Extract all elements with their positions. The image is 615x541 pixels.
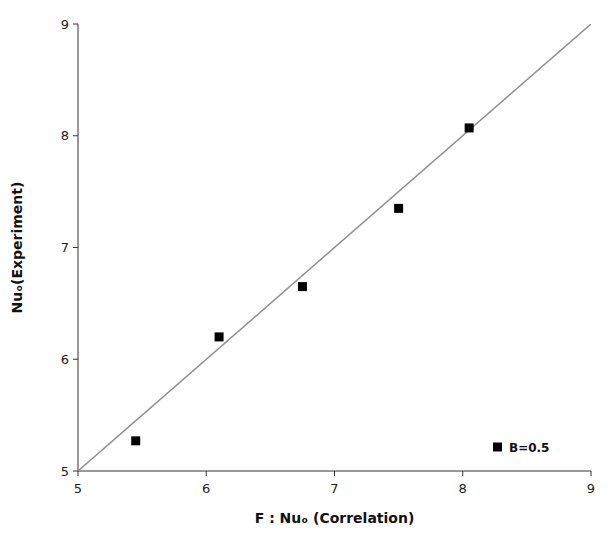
legend: B=0.5 <box>493 441 549 455</box>
x-tick <box>462 471 463 476</box>
legend-label: B=0.5 <box>509 441 549 455</box>
y-tick <box>73 247 78 248</box>
scatter-point <box>465 123 474 132</box>
x-tick-label: 8 <box>459 481 467 496</box>
y-tick-label: 8 <box>61 128 69 143</box>
y-tick-label: 6 <box>61 352 69 367</box>
x-tick-label: 5 <box>74 481 82 496</box>
y-tick-label: 5 <box>61 464 69 479</box>
scatter-point <box>394 204 403 213</box>
scatter-point <box>131 436 140 445</box>
reference-line <box>78 24 591 471</box>
background <box>0 0 615 541</box>
scatter-point <box>215 332 224 341</box>
x-axis-label: F : Nuₒ (Correlation) <box>255 510 415 526</box>
axes: 5 6 7 8 9 5 6 7 8 9 <box>61 17 595 497</box>
y-tick-label: 7 <box>61 240 69 255</box>
legend-marker <box>493 443 502 452</box>
x-tick-label: 9 <box>587 481 595 496</box>
x-tick <box>206 471 207 476</box>
y-tick <box>73 471 78 472</box>
y-tick <box>73 24 78 25</box>
x-tick-label: 6 <box>202 481 210 496</box>
chart: 5 6 7 8 9 5 6 7 8 9 F : Nuₒ (Correlation) Nuₒ(Exper… <box>0 0 615 541</box>
x-tick-label: 7 <box>330 481 338 496</box>
x-tick <box>334 471 335 476</box>
y-tick <box>73 359 78 360</box>
scatter-point <box>298 282 307 291</box>
y-tick-label: 9 <box>61 17 69 32</box>
x-tick <box>591 471 592 476</box>
y-tick <box>73 135 78 136</box>
plot-area <box>78 24 591 471</box>
y-axis-label: Nuₒ(Experiment) <box>9 182 25 314</box>
x-tick <box>78 471 79 476</box>
